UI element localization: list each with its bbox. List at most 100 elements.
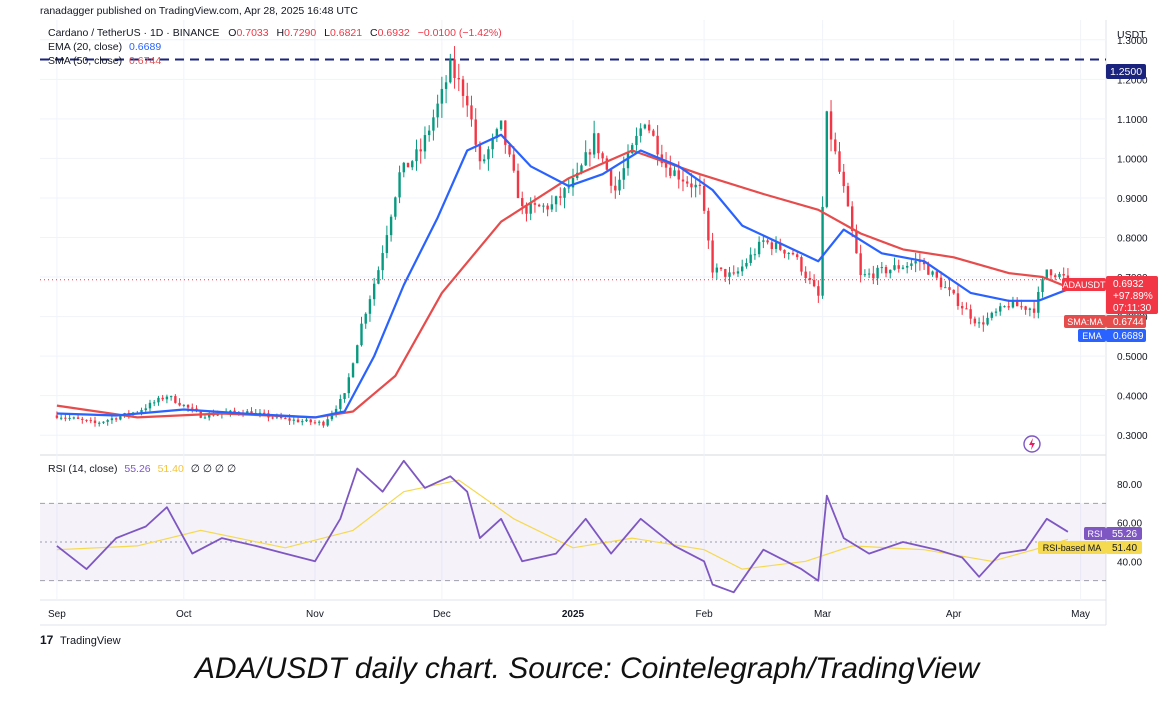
candle-body — [81, 418, 84, 420]
legend: Cardano / TetherUS · 1D · BINANCE O0.703… — [48, 27, 502, 475]
time-tick-label: Oct — [176, 609, 192, 620]
candle-body — [707, 210, 710, 241]
candle-body — [309, 419, 312, 423]
candle-body — [652, 130, 655, 136]
candle-body — [982, 322, 985, 325]
candle-body — [427, 130, 431, 136]
candle-body — [863, 274, 867, 276]
price-tag-value: 0.6932 — [1113, 279, 1144, 290]
price-tick-label: 1.1000 — [1117, 115, 1148, 126]
candle-body — [368, 299, 372, 314]
candle-body — [647, 124, 651, 131]
candle-body — [618, 179, 621, 191]
candle-body — [994, 311, 998, 313]
candle-body — [588, 152, 592, 155]
rsi-tag-bg — [1106, 527, 1142, 540]
legend-ema-label: EMA (20, close) — [48, 41, 122, 53]
candle-body — [444, 82, 448, 89]
candle-body — [635, 135, 638, 146]
sma-tag-label-bg — [1064, 315, 1106, 328]
candle-body — [571, 178, 575, 188]
candle-body — [114, 418, 118, 420]
candle-body — [631, 145, 634, 154]
candle-body — [372, 283, 376, 300]
price-tick-label: 0.4000 — [1117, 392, 1148, 403]
price-tick-label: 0.5000 — [1117, 352, 1148, 363]
candle-body — [1011, 301, 1015, 308]
candle-body — [910, 263, 913, 266]
candle-body — [973, 318, 977, 324]
candle-body — [609, 169, 613, 186]
candle-body — [470, 105, 473, 120]
time-tick-label: May — [1071, 609, 1090, 620]
candle-body — [208, 413, 211, 418]
candle-body — [897, 265, 900, 269]
price-tag-change: +97.89% — [1113, 291, 1153, 302]
candle-body — [656, 135, 659, 155]
candle-body — [745, 262, 748, 267]
candle-body — [1066, 275, 1070, 280]
candle-body — [334, 408, 338, 414]
rsi-tick-label: 60.00 — [1117, 519, 1142, 530]
candle-body — [762, 240, 765, 242]
price-tick-label: 0.9000 — [1117, 194, 1148, 205]
candle-body — [850, 206, 854, 231]
rsi-ma-tag-label-bg — [1038, 541, 1106, 554]
time-tick-label: 2025 — [562, 609, 585, 620]
candle-body — [144, 408, 147, 411]
candle-body — [554, 196, 558, 205]
candle-body — [859, 253, 862, 276]
candle-body — [601, 153, 604, 159]
candle-body — [580, 165, 583, 173]
legend-c-label: C — [370, 27, 378, 39]
candle-body — [948, 287, 951, 290]
candle-body — [1015, 301, 1019, 307]
candle-body — [271, 417, 274, 419]
candle-body — [191, 407, 194, 409]
sma-tag-label: SMA:MA — [1067, 317, 1103, 327]
candle-body — [977, 322, 981, 324]
candle-body — [305, 419, 308, 422]
candle-body — [55, 415, 59, 418]
tradingview-logo-text: TradingView — [60, 635, 121, 647]
candle-body — [487, 149, 490, 160]
price-tick-label: 0.8000 — [1117, 234, 1148, 245]
candle-body — [169, 396, 173, 398]
sma-tag-bg — [1106, 315, 1146, 328]
candle-body — [965, 308, 968, 310]
candle-body — [93, 420, 97, 424]
ema20-line — [56, 133, 1069, 419]
tradingview-logo-mark: 17 — [40, 633, 54, 647]
candle-body — [474, 119, 477, 145]
candle-body — [757, 241, 761, 255]
candle-body — [1054, 275, 1057, 278]
candle-body — [301, 421, 304, 423]
candle-body — [876, 267, 879, 279]
candle-body — [766, 240, 769, 243]
candle-body — [550, 204, 554, 210]
candle-body — [639, 128, 642, 136]
published-by: ranadagger published on TradingView.com,… — [40, 5, 358, 17]
price-tag-symbol-bg — [1062, 278, 1106, 291]
candles-layer — [55, 46, 1070, 428]
currency-label: USDT — [1117, 29, 1146, 41]
candle-body — [690, 183, 693, 188]
candle-body — [889, 269, 892, 274]
ema-tag-value: 0.6689 — [1113, 331, 1144, 342]
candle-body — [986, 317, 989, 325]
lightning-icon[interactable] — [1023, 435, 1041, 453]
candle-body — [935, 271, 938, 278]
ema-tag: EMA 0.6689 — [1078, 329, 1146, 342]
candle-body — [102, 421, 105, 423]
candle-body — [732, 272, 735, 274]
candle-body — [605, 158, 609, 170]
candle-body — [724, 269, 727, 277]
candle-body — [808, 277, 812, 280]
candle-body — [68, 417, 71, 419]
candle-body — [394, 197, 397, 217]
candle-body — [330, 413, 334, 420]
candle-body — [262, 412, 266, 414]
rsi-ma-tag-bg — [1106, 541, 1142, 554]
